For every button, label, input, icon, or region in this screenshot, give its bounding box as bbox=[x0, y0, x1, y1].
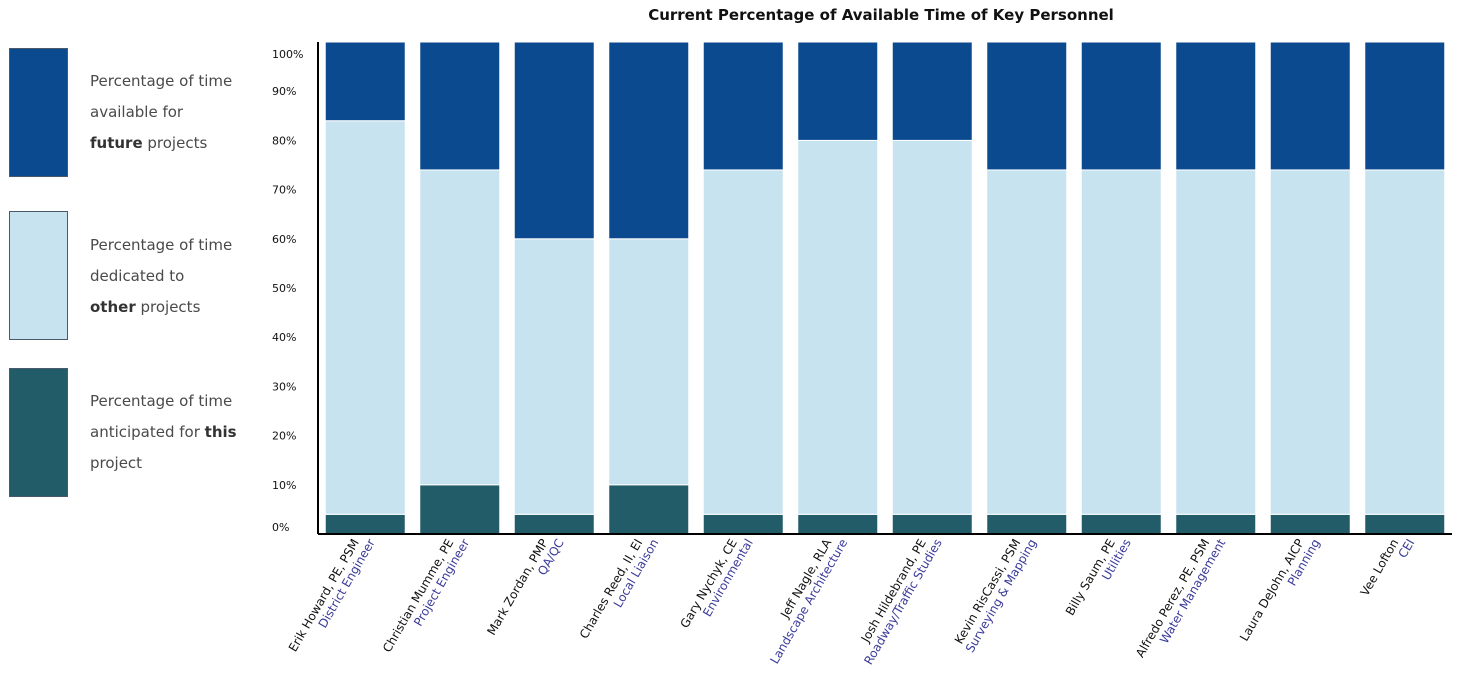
legend-other-line1: Percentage of time bbox=[90, 236, 233, 254]
y-tick-label-10: 100% bbox=[272, 48, 303, 61]
legend-text-future: Percentage of time available for future … bbox=[90, 66, 260, 159]
x-label-name-11: Vee Lofton bbox=[1358, 537, 1402, 599]
legend-future-line3: projects bbox=[142, 134, 208, 152]
bar-future-0 bbox=[324, 41, 406, 122]
x-label-group-9: Alfredo Perez, PE, PSM bbox=[1133, 537, 1212, 660]
legend-this-bold: this bbox=[204, 423, 237, 441]
bar-other-8 bbox=[1080, 169, 1162, 515]
legend-future-bold: future bbox=[90, 134, 143, 152]
legend-this-line1: Percentage of time bbox=[90, 392, 233, 410]
y-tick-label-5: 50% bbox=[272, 282, 296, 295]
bar-other-7 bbox=[986, 169, 1068, 515]
bar-other-9 bbox=[1175, 169, 1257, 515]
x-label-name-10: Laura DeJohn, AICP bbox=[1237, 537, 1307, 644]
bar-other-3 bbox=[608, 238, 690, 486]
legend-future-line1: Percentage of time bbox=[90, 72, 233, 90]
bar-future-4 bbox=[702, 41, 784, 171]
legend-swatch-future bbox=[9, 48, 68, 177]
chart-title: Current Percentage of Available Time of … bbox=[648, 6, 1114, 24]
bar-this-6 bbox=[891, 513, 973, 535]
x-label-group-10: Laura DeJohn, AICP bbox=[1237, 537, 1307, 644]
x-label-group-0: Erik Howard, PE, PSM bbox=[286, 537, 362, 655]
legend-other-line2: dedicated to bbox=[90, 267, 185, 285]
legend-other-bold: other bbox=[90, 298, 136, 316]
bar-this-1 bbox=[419, 484, 501, 535]
bar-this-10 bbox=[1269, 513, 1351, 535]
legend-this-line3: project bbox=[90, 454, 143, 472]
x-label-group-1: Christian Mumme, PE bbox=[380, 537, 456, 655]
bar-other-6 bbox=[891, 139, 973, 515]
bar-this-11 bbox=[1364, 513, 1446, 535]
x-label-group-2: Mark Zordan, PMP bbox=[484, 537, 550, 638]
x-label-role-5: Landscape Architecture bbox=[767, 537, 850, 667]
x-label-role-11: CEI bbox=[1395, 537, 1417, 561]
y-tick-label-2: 20% bbox=[272, 430, 296, 443]
x-label-group-11: Vee Lofton bbox=[1358, 537, 1402, 599]
bar-future-11 bbox=[1364, 41, 1446, 171]
bar-this-3 bbox=[608, 484, 690, 535]
bar-future-7 bbox=[986, 41, 1068, 171]
bar-future-3 bbox=[608, 41, 690, 240]
legend-swatch-this bbox=[9, 368, 68, 497]
bar-this-7 bbox=[986, 513, 1068, 535]
bar-other-11 bbox=[1364, 169, 1446, 515]
legend-text-other: Percentage of time dedicated to other pr… bbox=[90, 230, 260, 323]
y-tick-label-1: 10% bbox=[272, 479, 296, 492]
bar-other-1 bbox=[419, 169, 501, 486]
bar-this-0 bbox=[324, 513, 406, 535]
x-label-name-9: Alfredo Perez, PE, PSM bbox=[1133, 537, 1212, 660]
y-tick-label-8: 80% bbox=[272, 134, 296, 147]
legend-future-line2: available for bbox=[90, 103, 184, 121]
bar-future-1 bbox=[419, 41, 501, 171]
bar-future-9 bbox=[1175, 41, 1257, 171]
x-label-role-group-6: Roadway/Traffic Studies bbox=[861, 537, 945, 668]
legend-this-line2: anticipated for bbox=[90, 423, 205, 441]
bar-other-2 bbox=[513, 238, 595, 515]
x-label-role-group-5: Landscape Architecture bbox=[767, 537, 850, 667]
bar-this-4 bbox=[702, 513, 784, 535]
y-tick-label-3: 30% bbox=[272, 380, 296, 393]
bar-future-5 bbox=[797, 41, 879, 141]
y-tick-label-0: 0% bbox=[272, 521, 289, 534]
bar-other-0 bbox=[324, 120, 406, 515]
x-label-name-2: Mark Zordan, PMP bbox=[484, 537, 550, 638]
x-label-name-0: Erik Howard, PE, PSM bbox=[286, 537, 362, 655]
bar-future-10 bbox=[1269, 41, 1351, 171]
legend-text-this: Percentage of time anticipated for this … bbox=[90, 386, 260, 479]
x-label-role-group-11: CEI bbox=[1395, 537, 1417, 561]
x-label-name-1: Christian Mumme, PE bbox=[380, 537, 456, 655]
legend-swatch-other bbox=[9, 211, 68, 340]
bar-this-2 bbox=[513, 513, 595, 535]
bar-this-5 bbox=[797, 513, 879, 535]
bar-future-6 bbox=[891, 41, 973, 141]
legend-other-line3: projects bbox=[135, 298, 201, 316]
y-tick-label-7: 70% bbox=[272, 184, 296, 197]
bar-future-8 bbox=[1080, 41, 1162, 171]
bar-this-9 bbox=[1175, 513, 1257, 535]
y-tick-label-9: 90% bbox=[272, 85, 296, 98]
bars-layer bbox=[324, 41, 1446, 535]
bar-future-2 bbox=[513, 41, 595, 240]
y-axis: 0% 10% 20% 30% 40% 50% 60% 70% 80% 90% 100% bbox=[272, 42, 1452, 535]
x-label-role-6: Roadway/Traffic Studies bbox=[861, 537, 945, 668]
bar-other-10 bbox=[1269, 169, 1351, 515]
y-tick-label-4: 40% bbox=[272, 331, 296, 344]
bar-other-4 bbox=[702, 169, 784, 515]
bar-other-5 bbox=[797, 139, 879, 515]
y-tick-label-6: 60% bbox=[272, 233, 296, 246]
bar-this-8 bbox=[1080, 513, 1162, 535]
